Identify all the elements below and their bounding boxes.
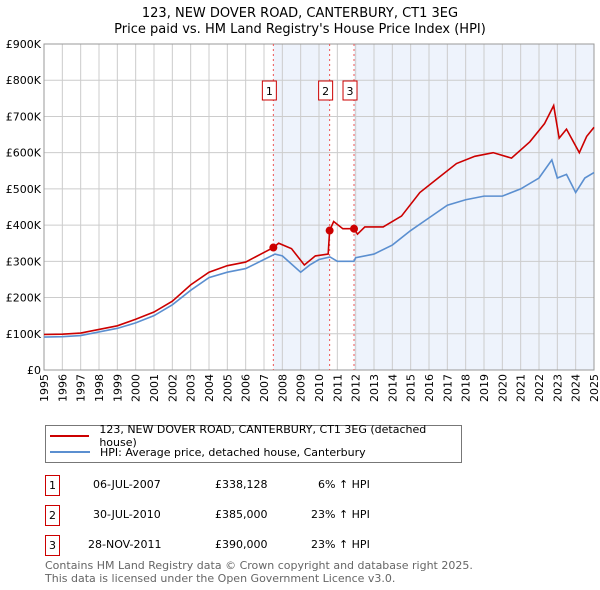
footer: Contains HM Land Registry data © Crown c… bbox=[45, 559, 473, 585]
legend-swatch bbox=[50, 435, 90, 437]
x-tick-label: 2023 bbox=[551, 374, 564, 402]
hpi-line bbox=[43, 158, 595, 338]
x-tick-label: 2004 bbox=[203, 374, 216, 402]
sale-badge: 3 bbox=[45, 535, 60, 556]
x-tick-label: 2001 bbox=[148, 374, 161, 402]
x-tick-label: 2025 bbox=[588, 374, 600, 402]
plot-area: 1995 1996 1997 1998 1999 2000 2001 2002 2003 2004… bbox=[6, 38, 600, 402]
sale-date: 28-NOV-2011 bbox=[88, 538, 162, 551]
sale-label-box bbox=[342, 80, 358, 101]
chart-subtitle: Price paid vs. HM Land Registry's House … bbox=[114, 22, 486, 37]
chart-title: 123, NEW DOVER ROAD, CANTERBURY, CT1 3EG bbox=[141, 6, 459, 21]
x-tick-label: 1996 bbox=[56, 374, 69, 402]
x-tick-label: 1999 bbox=[111, 374, 124, 402]
footer-copyright: Contains HM Land Registry data © Crown c… bbox=[45, 559, 473, 572]
sale-point bbox=[325, 226, 334, 235]
sale-label: 1 bbox=[266, 85, 273, 98]
footer-license: This data is licensed under the Open Gov… bbox=[45, 572, 396, 585]
sale-label-box bbox=[318, 80, 334, 101]
sale-delta: 23% ↑ HPI bbox=[311, 508, 370, 521]
legend-label: 123, NEW DOVER ROAD, CANTERBURY, CT1 3EG… bbox=[99, 423, 427, 449]
sale-price: £385,000 bbox=[215, 508, 268, 521]
y-tick-label: £0 bbox=[27, 364, 41, 377]
sale-label-box bbox=[261, 80, 277, 101]
sale-row: 3 28-NOV-2011 £390,000 23% ↑ HPI bbox=[45, 535, 465, 556]
legend: 123, NEW DOVER ROAD, CANTERBURY, CT1 3EG… bbox=[45, 423, 462, 463]
sale-date: 30-JUL-2010 bbox=[93, 508, 161, 521]
x-tick-label: 2016 bbox=[423, 374, 436, 402]
x-tick-label: 2017 bbox=[441, 374, 454, 402]
x-tick-label: 1997 bbox=[75, 374, 88, 402]
sale-badge: 1 bbox=[45, 475, 60, 496]
y-tick-label: £400K bbox=[6, 219, 42, 232]
x-tick-label: 2024 bbox=[570, 374, 583, 402]
x-tick-label: 2005 bbox=[221, 374, 234, 402]
x-tick-label: 2009 bbox=[295, 374, 308, 402]
x-tick-label: 2006 bbox=[240, 374, 253, 402]
x-tick-label: 2008 bbox=[276, 374, 289, 402]
y-tick-label: £800K bbox=[6, 74, 42, 87]
x-tick-label: 2007 bbox=[258, 374, 271, 402]
x-tick-label: 2011 bbox=[331, 374, 344, 402]
x-tick-label: 2012 bbox=[350, 374, 363, 402]
x-tick-label: 1998 bbox=[93, 374, 106, 402]
x-tick-label: 2010 bbox=[313, 374, 326, 402]
sale-label: 2 bbox=[322, 85, 329, 98]
x-tick-label: 2000 bbox=[130, 374, 143, 402]
sale-point bbox=[350, 224, 359, 233]
legend-item-hpi: HPI: Average price, detached house, Cant… bbox=[50, 444, 366, 460]
sale-delta: 23% ↑ HPI bbox=[311, 538, 370, 551]
x-tick-label: 2018 bbox=[460, 374, 473, 402]
sale-price: £390,000 bbox=[215, 538, 268, 551]
y-tick-label: £200K bbox=[6, 292, 42, 305]
x-tick-label: 2013 bbox=[368, 374, 381, 402]
legend-swatch bbox=[50, 451, 90, 453]
x-tick-label: 2019 bbox=[478, 374, 491, 402]
x-tick-label: 2022 bbox=[533, 374, 546, 402]
y-tick-label: £900K bbox=[6, 38, 42, 51]
y-tick-label: £500K bbox=[6, 183, 42, 196]
x-tick-label: 2002 bbox=[166, 374, 179, 402]
shaded-period bbox=[354, 44, 594, 370]
y-tick-label: £700K bbox=[6, 110, 42, 123]
plot-border bbox=[43, 43, 595, 371]
y-tick-label: £300K bbox=[6, 255, 42, 268]
x-tick-label: 2003 bbox=[185, 374, 198, 402]
y-tick-label: £600K bbox=[6, 147, 42, 160]
sale-badge: 2 bbox=[45, 505, 60, 526]
sale-row: 2 30-JUL-2010 £385,000 23% ↑ HPI bbox=[45, 505, 465, 526]
legend-label: HPI: Average price, detached house, Cant… bbox=[100, 445, 366, 459]
sale-date: 06-JUL-2007 bbox=[93, 478, 161, 491]
sale-label: 3 bbox=[347, 85, 354, 98]
property-price-line bbox=[43, 103, 595, 336]
x-tick-label: 2021 bbox=[515, 374, 528, 402]
sale-point bbox=[269, 243, 278, 252]
sale-delta: 6% ↑ HPI bbox=[318, 478, 370, 491]
x-tick-label: 1995 bbox=[38, 374, 51, 402]
x-tick-label: 2020 bbox=[496, 374, 509, 402]
sale-row: 1 06-JUL-2007 £338,128 6% ↑ HPI bbox=[45, 475, 465, 496]
x-tick-label: 2014 bbox=[386, 374, 399, 402]
sale-price: £338,128 bbox=[215, 478, 268, 491]
y-tick-label: £100K bbox=[6, 328, 42, 341]
legend-item-property: 123, NEW DOVER ROAD, CANTERBURY, CT1 3EG… bbox=[50, 423, 461, 449]
x-tick-label: 2015 bbox=[405, 374, 418, 402]
